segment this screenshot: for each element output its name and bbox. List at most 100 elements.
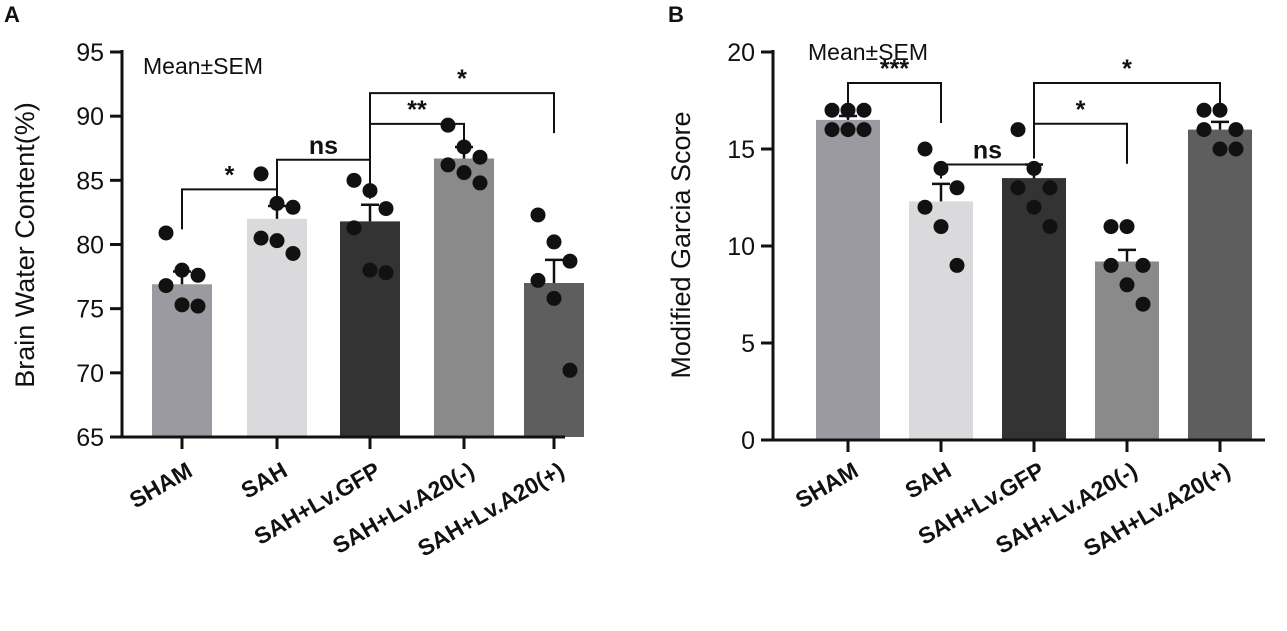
panel-a-data-point: [378, 201, 394, 217]
panel-a-bracket-line-2: [276, 158, 371, 200]
panel-a-y-tick-label: 65: [76, 424, 104, 452]
panel-a-y-tick-label: 95: [76, 39, 104, 67]
panel-b-category-label-2: SAH: [900, 457, 955, 504]
panel-b-data-point: [1228, 141, 1244, 157]
panel-b-significance-bracket-2: [940, 163, 1035, 179]
panel-a: A Mean±SEM Brain Water Content(%): [4, 2, 263, 388]
panel-a-data-point: [530, 272, 546, 288]
panel-b-error-bar-2: [932, 182, 950, 202]
panel-a-data-point: [546, 234, 562, 250]
panel-a-data-point: [269, 233, 285, 249]
panel-b-data-point: [840, 102, 856, 118]
panel-b-significance-bracket-4: [1033, 82, 1221, 124]
panel-b-data-point: [840, 122, 856, 138]
panel-a-category-label-2: SAH: [236, 457, 291, 504]
panel-b-data-point: [949, 180, 965, 196]
panel-b-bracket-line-2: [940, 163, 1035, 179]
panel-b-bar-5: [1188, 129, 1252, 440]
panel-b-data-point: [1135, 296, 1151, 312]
panel-b-points-group-4: [1103, 219, 1151, 312]
panel-a-data-point: [269, 195, 285, 211]
panel-a-data-point: [562, 362, 578, 378]
panel-a-data-point: [472, 149, 488, 165]
panel-b-bar-1: [816, 119, 880, 441]
panel-b-significance-label-4: *: [1122, 55, 1132, 83]
panel-a-data-point: [190, 267, 206, 283]
panel-b-data-point: [1103, 219, 1119, 235]
panel-b-data-point: [1196, 122, 1212, 138]
panel-a-data-point: [285, 199, 301, 215]
panel-a-letter: A: [4, 2, 20, 27]
panel-b-data-point: [1103, 257, 1119, 273]
panel-a-y-tick-label: 70: [76, 360, 104, 388]
panel-a-y-tick-label: 85: [76, 167, 104, 195]
panel-b-data-point: [1212, 141, 1228, 157]
panel-a-significance-bracket-2: [276, 158, 371, 200]
panel-a-bar-5: [524, 283, 584, 437]
panel-a-error-bar-5: [545, 258, 563, 283]
panel-a-data-point: [190, 298, 206, 314]
panel-b-letter: B: [668, 2, 684, 27]
panel-b-error-bar-5: [1211, 120, 1229, 130]
panel-a-data-point: [378, 265, 394, 281]
panel-a-bar-4: [434, 158, 494, 437]
panel-a-points-group-2: [253, 166, 301, 261]
panel-b-data-point: [856, 122, 872, 138]
panel-a-y-tick-label: 80: [76, 232, 104, 260]
panel-a-data-point: [440, 157, 456, 173]
panel-a-significance-label-3: **: [407, 96, 427, 124]
panel-a-data-point: [285, 245, 301, 261]
panel-b-significance-label-2: ns: [973, 137, 1002, 165]
panel-b-data-point: [1010, 180, 1026, 196]
panel-a-data-point: [174, 262, 190, 278]
panel-b-y-axis-title: Modified Garcia Score: [666, 111, 696, 378]
panel-b-y-tick-label: 0: [741, 427, 755, 455]
panel-a-data-point: [362, 262, 378, 278]
panel-a-data-point: [456, 165, 472, 181]
panel-b-data-point: [933, 219, 949, 235]
panel-b-bracket-line-1: [847, 82, 942, 124]
panel-b-data-point: [917, 141, 933, 157]
panel-a-y-tick-label: 75: [76, 296, 104, 324]
panel-b-bracket-line-4: [1033, 82, 1221, 124]
panel-b-points-group-2: [917, 141, 965, 273]
panel-b-category-label-1: SHAM: [791, 457, 863, 513]
panel-a-points-group-4: [440, 117, 488, 191]
panel-b-significance-label-3: *: [1076, 96, 1086, 124]
panel-a-points-group-5: [530, 207, 578, 378]
panel-b-data-point: [1010, 122, 1026, 138]
panel-b-significance-bracket-1: [847, 82, 942, 124]
panel-b-data-point: [1119, 219, 1135, 235]
panel-b-y-tick-label: 5: [741, 330, 755, 358]
panel-b-data-point: [1026, 199, 1042, 215]
panel-b-mean-sem-note: Mean±SEM: [808, 39, 928, 65]
panel-a-data-point: [158, 225, 174, 241]
panel-a-significance-bracket-3: [369, 122, 465, 164]
panel-a-points-group-1: [158, 225, 206, 314]
panel-a-significance-bracket-4: [369, 92, 555, 134]
panel-a-significance-label-1: *: [225, 161, 235, 189]
panel-b-points-group-3: [1010, 122, 1058, 235]
panel-a-data-point: [253, 230, 269, 246]
panel-b-significance-label-1: ***: [880, 55, 909, 83]
panel-a-data-point: [174, 297, 190, 313]
panel-b-y-tick-label: 20: [727, 39, 755, 67]
panel-b-data-point: [917, 199, 933, 215]
panel-b-data-point: [1196, 102, 1212, 118]
panel-a-data-point: [158, 278, 174, 294]
panel-a-data-point: [562, 253, 578, 269]
panel-b-error-bar-4: [1118, 248, 1136, 262]
panel-b-bracket-line-3: [1033, 122, 1128, 164]
panel-a-category-label-1: SHAM: [125, 457, 197, 513]
panel-b-data-point: [824, 122, 840, 138]
panel-a-data-point: [456, 139, 472, 155]
panel-a-data-point: [472, 175, 488, 191]
panel-a-data-point: [253, 166, 269, 182]
panel-a-bar-3: [340, 221, 400, 437]
panel-b-data-point: [1119, 277, 1135, 293]
panel-b-bar-2: [909, 201, 973, 440]
panel-b-y-tick-label: 15: [727, 136, 755, 164]
panel-b-data-point: [856, 102, 872, 118]
